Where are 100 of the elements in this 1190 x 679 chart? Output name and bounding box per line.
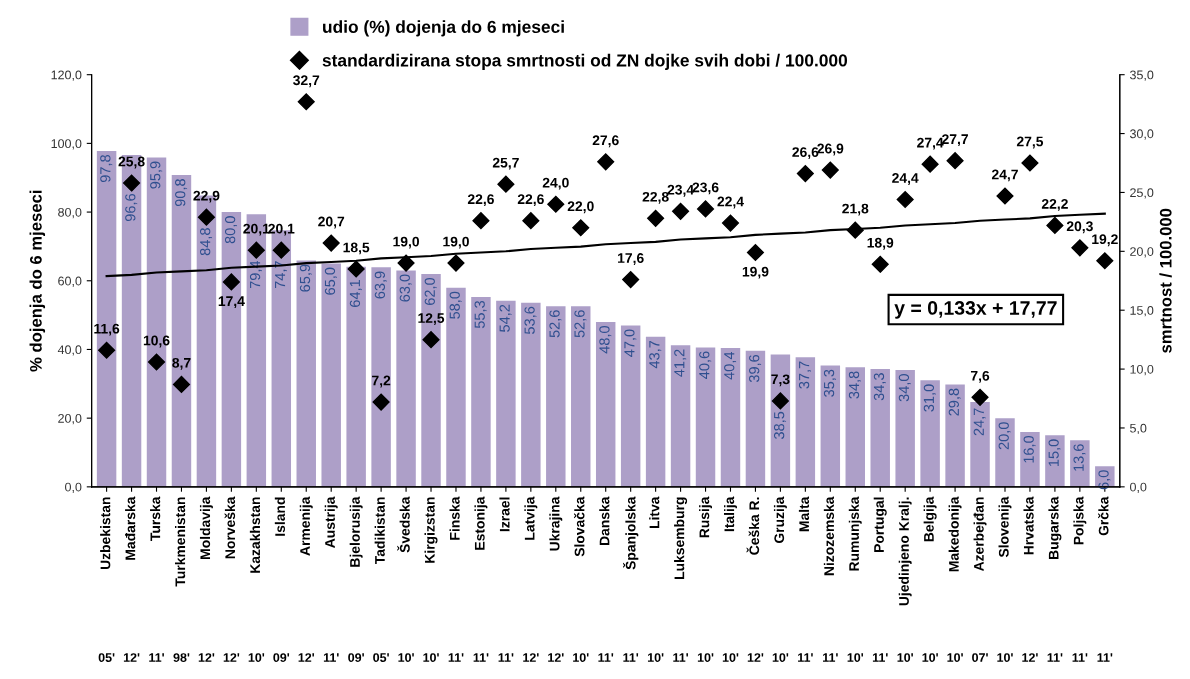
point [247,241,265,259]
point [921,155,939,173]
y-axis-title: % dojenja do 6 mjeseci [29,190,46,372]
point [547,195,565,213]
text: 12' [1022,653,1038,662]
y2-tick-label: 25,0 [1130,188,1154,199]
y-tick-label: 60,0 [58,276,82,287]
point [347,260,365,278]
text: 11' [473,653,489,662]
y2-tick-label: 0,0 [1130,482,1147,493]
text: 05' [373,653,389,662]
text: 11' [1072,653,1088,662]
point [1071,239,1089,257]
text: 11' [623,653,639,662]
point [123,174,141,192]
text: 10' [423,653,439,662]
text: 10' [248,653,265,662]
x-tick-label: Kirgizstan [424,497,438,563]
point [1046,216,1064,234]
point [672,202,690,220]
x-tick-label: Malta [798,496,810,532]
data-label: 26,6 [792,147,819,159]
data-label: 90,8 [175,179,188,207]
bar [1070,440,1090,487]
point [98,341,116,359]
text: 11' [598,653,614,662]
bar [920,380,940,487]
bar [546,306,566,487]
bar [945,384,965,487]
bar [321,263,341,487]
x-tick-label: Španjolska [623,496,639,570]
data-label: 35,3 [823,369,836,397]
data-label: 29,8 [948,388,961,416]
point [272,241,290,259]
y-tick-label: 20,0 [58,413,82,425]
text: 07' [972,653,988,662]
data-label: 64,1 [349,280,362,307]
data-label: 23,6 [692,182,719,195]
data-label: 37,7 [798,361,811,389]
x-tick-label: Mađarska [125,496,136,560]
data-label: 43,7 [649,340,662,369]
y2-tick-label: 30,0 [1129,129,1154,140]
x-tick-label: Švedska [397,496,410,553]
data-label: 38,5 [773,411,787,440]
data-label: 40,6 [699,351,712,379]
point [746,243,764,262]
text: 12' [747,653,764,662]
point [422,331,440,349]
data-label: 24,0 [542,177,569,190]
data-label: 20,0 [998,422,1011,450]
point [871,255,889,273]
bar [620,325,641,487]
bar [595,321,616,487]
text: 09' [348,653,364,662]
data-label: 8,7 [172,357,191,370]
text: 11' [1047,653,1063,662]
data-label: 80,0 [224,216,238,244]
legend-label: standardizirana stopa smrtnosti od ZN dojke svih dobi / 100.000 [322,53,848,70]
legend-label: udio (%) dojenja do 6 mjeseci [323,20,564,37]
data-label: 41,2 [674,349,687,377]
bar [171,174,192,487]
point [1021,154,1039,172]
point [796,165,814,183]
bar [970,402,990,487]
text: 11' [448,653,464,662]
bar [870,369,890,487]
point [372,393,390,411]
point [397,254,415,272]
data-label: 31,0 [923,384,936,412]
data-label: 22,8 [642,191,669,204]
x-tick-label: Ujedinjeno Kralj. [898,497,912,606]
data-label: 19,9 [742,266,769,279]
x-tick-label: Litva [649,496,660,529]
data-label: 17,4 [218,296,245,309]
data-label: 53,6 [524,306,537,334]
data-label: 52,6 [549,310,562,338]
data-label: 34,0 [898,374,911,402]
bar [670,345,691,487]
text: 11' [1097,653,1113,662]
text: 10' [922,653,938,662]
x-tick-label: Luksemburg [674,497,688,579]
data-label: 7,2 [372,375,391,388]
point [197,208,215,226]
data-label: 18,9 [867,237,894,250]
data-label: 54,2 [499,304,512,332]
text: 12' [223,653,240,662]
annotation: y = 0,133x + 17,77 [894,301,1057,319]
text: 12' [523,653,539,662]
bar [845,367,865,487]
data-label: 52,6 [574,310,587,338]
y2-tick-label: 35,0 [1129,70,1154,81]
x-tick-label: Slovačka [573,496,585,557]
data-label: 62,0 [424,277,437,305]
data-label: 34,3 [873,373,886,401]
text: 11' [798,653,813,662]
data-label: 25,7 [492,157,519,170]
point [846,221,864,239]
x-tick-label: Izrael [499,497,510,532]
x-tick-label: Moldavija [199,496,213,559]
data-label: 22,9 [193,190,220,203]
